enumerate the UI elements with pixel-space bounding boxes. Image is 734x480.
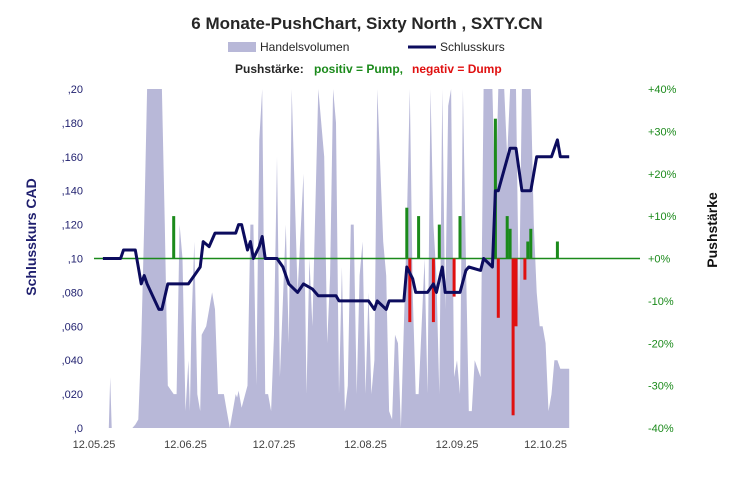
y-tick-label: ,120 <box>62 220 83 232</box>
y2-tick-label: +20% <box>648 169 677 181</box>
push-bar-4 <box>431 258 435 323</box>
legend: Handelsvolumen Schlusskurs <box>228 40 505 54</box>
y-tick-label: ,10 <box>68 254 83 266</box>
push-bar-8 <box>493 118 497 259</box>
push-bar-3 <box>417 216 421 259</box>
push-bar-9 <box>496 258 500 318</box>
y-tick-label: ,20 <box>68 84 83 96</box>
legend-swatch-volume <box>228 42 256 52</box>
legend-label-volume: Handelsvolumen <box>260 40 349 54</box>
push-bar-0 <box>172 216 176 259</box>
y-tick-label: ,160 <box>62 152 83 164</box>
push-bar-7 <box>458 216 462 259</box>
x-tick-label: 12.07.25 <box>253 439 296 451</box>
x-tick-label: 12.08.25 <box>344 439 387 451</box>
chart-title: 6 Monate-PushChart, Sixty North , SXTY.C… <box>191 14 542 33</box>
y-tick-label: ,040 <box>62 355 83 367</box>
x-tick-label: 12.10.25 <box>524 439 567 451</box>
y-tick-label: ,180 <box>62 118 83 130</box>
push-bar-2 <box>408 258 412 323</box>
left-axis-ticks: ,20 ,180 ,160 ,140 ,120 ,10 ,080 ,060 ,040 ,020 ,0 <box>62 84 83 435</box>
push-subtitle-positive: positiv = Pump, <box>314 62 403 76</box>
y2-tick-label: +0% <box>648 254 671 266</box>
left-axis-title: Schlusskurs CAD <box>23 178 39 295</box>
y-tick-label: ,0 <box>74 423 83 435</box>
y-tick-label: ,080 <box>62 287 83 299</box>
x-tick-label: 12.05.25 <box>73 439 116 451</box>
y-tick-label: ,060 <box>62 321 83 333</box>
push-bar-6 <box>452 258 456 297</box>
push-bar-16 <box>529 228 533 259</box>
y2-tick-label: -10% <box>648 296 674 308</box>
price-line-layer <box>102 138 570 311</box>
x-tick-label: 12.06.25 <box>164 439 207 451</box>
push-subtitle: Pushstärke: positiv = Pump, negativ = Du… <box>235 62 502 76</box>
right-axis-ticks: +40% +30% +20% +10% +0% -10% -20% -30% -40% <box>648 84 677 435</box>
legend-label-price: Schlusskurs <box>440 40 505 54</box>
push-bar-12 <box>511 258 515 416</box>
y-tick-label: ,140 <box>62 186 83 198</box>
y2-tick-label: +40% <box>648 84 677 96</box>
push-bar-14 <box>523 258 527 280</box>
y2-tick-label: -30% <box>648 381 674 393</box>
x-axis-ticks: 12.05.25 12.06.25 12.07.25 12.08.25 12.09.25… <box>73 439 567 451</box>
price-line <box>102 138 570 311</box>
push-bars-layer <box>172 118 559 416</box>
push-bar-5 <box>437 224 441 259</box>
y2-tick-label: +30% <box>648 126 677 138</box>
push-subtitle-negative: negativ = Dump <box>412 62 502 76</box>
right-axis-title: Pushstärke <box>704 192 720 268</box>
push-bar-17 <box>555 241 559 259</box>
y2-tick-label: -40% <box>648 423 674 435</box>
y2-tick-label: +10% <box>648 211 677 223</box>
x-tick-label: 12.09.25 <box>436 439 479 451</box>
push-bar-1 <box>405 207 409 259</box>
push-bar-13 <box>514 258 518 327</box>
y-tick-label: ,020 <box>62 389 83 401</box>
push-bar-15 <box>526 241 530 259</box>
push-bar-10 <box>505 216 509 259</box>
y2-tick-label: -20% <box>648 338 674 350</box>
push-subtitle-prefix: Pushstärke: <box>235 62 304 76</box>
push-bar-11 <box>508 228 512 259</box>
